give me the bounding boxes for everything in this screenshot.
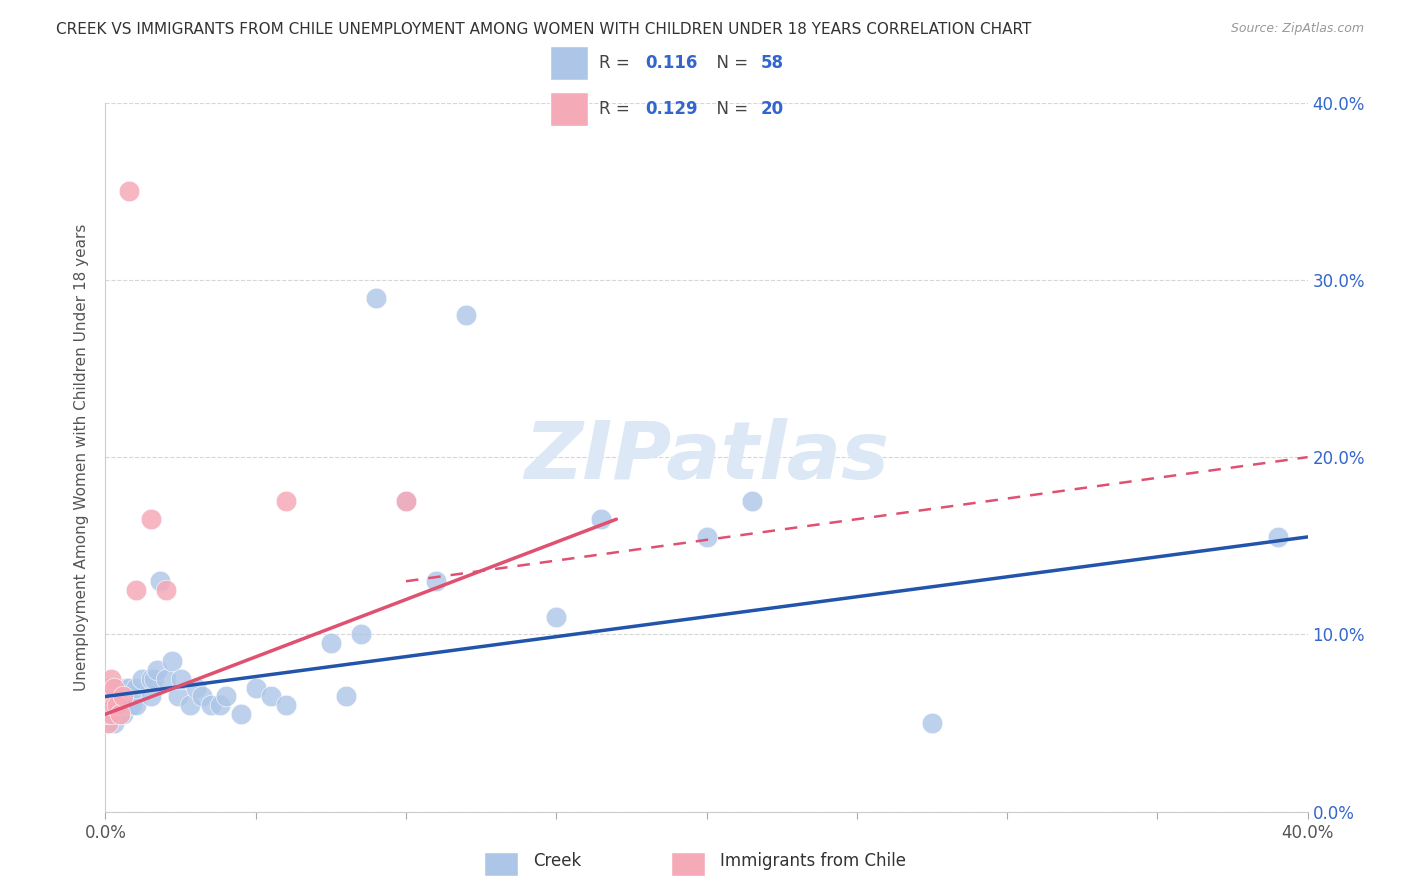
Text: 20: 20 [761, 100, 783, 118]
Point [97, 707, 120, 722]
Point [103, 698, 125, 713]
Y-axis label: Unemployment Among Women with Children Under 18 years: Unemployment Among Women with Children U… [75, 224, 90, 690]
Point [115, 681, 138, 695]
Point [454, 309, 477, 323]
Point [395, 494, 418, 508]
Point [97, 698, 120, 713]
Point [139, 690, 162, 704]
Point [546, 609, 568, 624]
Point [103, 690, 125, 704]
Point [100, 698, 122, 713]
FancyBboxPatch shape [671, 852, 704, 876]
Point [1267, 530, 1289, 544]
Point [274, 494, 297, 508]
Text: R =: R = [599, 100, 636, 118]
Point [124, 583, 146, 598]
Point [103, 707, 125, 722]
Point [131, 672, 153, 686]
FancyBboxPatch shape [484, 852, 517, 876]
Text: CREEK VS IMMIGRANTS FROM CHILE UNEMPLOYMENT AMONG WOMEN WITH CHILDREN UNDER 18 Y: CREEK VS IMMIGRANTS FROM CHILE UNEMPLOYM… [56, 22, 1032, 37]
Point [155, 583, 177, 598]
Text: 0.116: 0.116 [645, 54, 697, 72]
Point [118, 184, 141, 198]
Point [696, 530, 718, 544]
Point [200, 698, 222, 713]
Point [145, 663, 167, 677]
Point [103, 716, 125, 731]
Point [118, 698, 141, 713]
Point [97, 690, 120, 704]
Point [112, 707, 135, 722]
Point [364, 291, 387, 305]
Point [395, 494, 418, 508]
Point [97, 716, 120, 731]
Point [139, 512, 162, 526]
Point [160, 654, 183, 668]
Point [107, 698, 129, 713]
Point [591, 512, 613, 526]
Point [124, 698, 146, 713]
Point [103, 681, 125, 695]
Point [107, 690, 129, 704]
Point [124, 681, 146, 695]
Point [97, 690, 120, 704]
Point [139, 672, 162, 686]
Text: 0.129: 0.129 [645, 100, 699, 118]
Point [350, 627, 373, 641]
Point [100, 690, 122, 704]
Text: Creek: Creek [533, 852, 581, 870]
Point [100, 672, 122, 686]
FancyBboxPatch shape [550, 46, 588, 79]
Point [97, 681, 120, 695]
Point [112, 690, 135, 704]
Point [229, 707, 252, 722]
Point [100, 707, 122, 722]
Text: N =: N = [706, 54, 754, 72]
Point [274, 698, 297, 713]
Text: Immigrants from Chile: Immigrants from Chile [720, 852, 905, 870]
Point [97, 716, 120, 731]
Point [208, 698, 231, 713]
Point [100, 690, 122, 704]
Point [110, 707, 132, 722]
Point [921, 716, 943, 731]
Point [148, 574, 170, 589]
Point [100, 707, 122, 722]
Point [184, 681, 207, 695]
Point [110, 707, 132, 722]
FancyBboxPatch shape [550, 92, 588, 126]
Point [214, 690, 236, 704]
Text: R =: R = [599, 54, 636, 72]
Point [319, 636, 342, 650]
Point [103, 681, 125, 695]
Point [741, 494, 763, 508]
Point [425, 574, 447, 589]
Text: 58: 58 [761, 54, 783, 72]
Point [245, 681, 267, 695]
Point [103, 698, 125, 713]
Point [121, 698, 143, 713]
Point [100, 698, 122, 713]
Point [179, 698, 201, 713]
Text: N =: N = [706, 100, 754, 118]
Point [100, 681, 122, 695]
Point [110, 690, 132, 704]
Point [142, 672, 165, 686]
Text: ZIPatlas: ZIPatlas [524, 418, 889, 496]
Point [112, 690, 135, 704]
Point [115, 698, 138, 713]
Point [260, 690, 283, 704]
Point [190, 690, 212, 704]
Text: Source: ZipAtlas.com: Source: ZipAtlas.com [1230, 22, 1364, 36]
Point [155, 672, 177, 686]
Point [169, 672, 191, 686]
Point [118, 681, 141, 695]
Point [166, 690, 188, 704]
Point [335, 690, 357, 704]
Point [107, 698, 129, 713]
Point [97, 698, 120, 713]
